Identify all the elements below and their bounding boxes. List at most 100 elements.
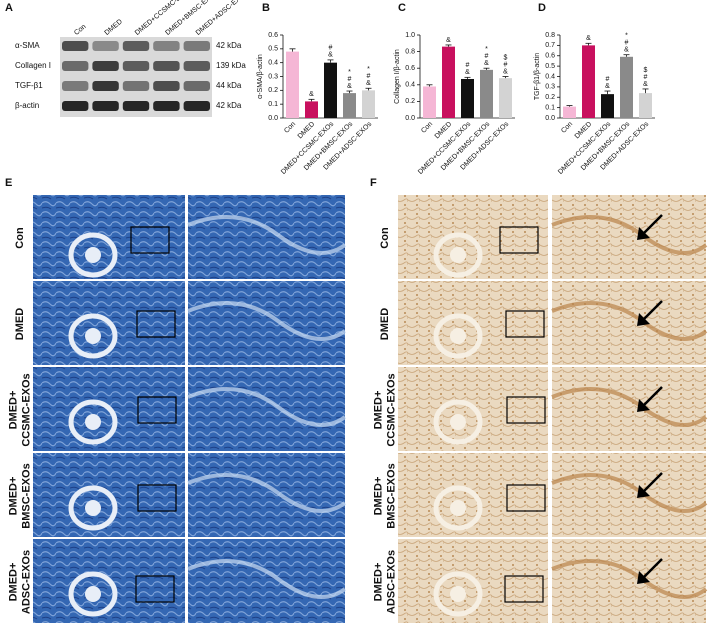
band	[122, 61, 150, 71]
zoom-box	[137, 396, 177, 424]
tissue-streak	[187, 387, 347, 427]
band	[92, 61, 119, 71]
row-label: CCSMC-EXOs	[385, 373, 397, 446]
bar	[480, 69, 493, 118]
y-tick-label: 0.5	[268, 46, 278, 53]
arrow	[641, 300, 663, 322]
size-label: 44 kDa	[216, 81, 242, 90]
y-tick-label: 0.1	[545, 104, 555, 111]
bar	[639, 93, 652, 118]
significance-mark: #	[606, 76, 610, 83]
band	[153, 81, 180, 91]
significance-mark: #	[485, 53, 489, 60]
y-tick-label: 0.0	[405, 115, 415, 122]
micrograph	[552, 195, 706, 279]
protein-label: β-actin	[15, 101, 39, 110]
protein-label: α-SMA	[15, 41, 40, 50]
lumen	[450, 500, 466, 516]
x-tick-label: Con	[560, 121, 574, 135]
row-label: DMED+	[7, 563, 19, 602]
micrograph	[188, 195, 345, 279]
micrograph	[188, 367, 345, 451]
bar	[362, 90, 375, 118]
y-tick-label: 0.2	[268, 87, 278, 94]
micrograph	[33, 195, 185, 279]
significance-mark: *	[625, 33, 628, 40]
y-tick-label: 0.0	[268, 115, 278, 122]
y-axis-label: Collagen I/β-actin	[394, 49, 401, 104]
lumen	[450, 586, 466, 602]
y-tick-label: 0.2	[545, 94, 555, 101]
zoom-box	[135, 575, 175, 603]
tissue-structure	[433, 313, 483, 359]
significance-mark: #	[504, 61, 508, 68]
row-label: DMED	[14, 308, 26, 340]
micrograph	[188, 281, 345, 365]
arrow-head	[637, 399, 650, 412]
bar	[601, 94, 614, 118]
lane-label: Con	[73, 23, 87, 37]
significance-mark: &	[605, 83, 610, 90]
arrow	[641, 214, 663, 236]
significance-mark: &	[446, 37, 451, 44]
row-label: DMED+	[372, 563, 384, 602]
lumen	[85, 247, 101, 263]
significance-mark: $	[644, 67, 648, 74]
row-label: DMED+	[372, 477, 384, 516]
zoom-box	[506, 396, 546, 424]
y-tick-label: 0.7	[545, 42, 555, 49]
arrow-head	[637, 485, 650, 498]
significance-mark: #	[367, 73, 371, 80]
micrograph	[552, 281, 706, 365]
row-label: ADSC-EXOs	[20, 550, 32, 614]
significance-mark: &	[465, 69, 470, 76]
band	[183, 61, 210, 71]
band	[62, 61, 89, 71]
significance-mark: &	[309, 91, 314, 98]
protein-label: Collagen I	[15, 61, 51, 70]
lumen	[85, 586, 101, 602]
band	[62, 101, 89, 111]
x-tick-label: Con	[283, 121, 297, 135]
x-tick-label: Con	[420, 121, 434, 135]
bar	[423, 86, 436, 118]
tissue-structure	[68, 399, 118, 445]
band	[92, 81, 119, 91]
significance-mark: &	[484, 60, 489, 67]
lumen	[450, 328, 466, 344]
panel-letter: F	[370, 177, 377, 189]
y-tick-label: 0.3	[268, 73, 278, 80]
bar	[324, 62, 337, 118]
lumen	[450, 247, 466, 263]
tissue-streak	[187, 301, 347, 341]
y-tick-label: 1.0	[405, 32, 415, 39]
band	[153, 41, 180, 51]
panel-letter: D	[538, 2, 546, 14]
tissue-streak	[187, 473, 347, 513]
band	[122, 41, 150, 51]
band	[92, 41, 119, 51]
lane-label: DMED	[104, 18, 124, 37]
y-tick-label: 0.4	[545, 73, 555, 80]
micrograph	[188, 453, 345, 537]
significance-mark: #	[329, 45, 333, 52]
tissue-structure	[68, 485, 118, 531]
significance-mark: #	[466, 62, 470, 69]
zoom-box	[130, 226, 170, 254]
arrow	[641, 472, 663, 494]
row-label: Con	[379, 227, 391, 249]
bar	[499, 78, 512, 118]
significance-mark: &	[643, 81, 648, 88]
arrow-head	[637, 313, 650, 326]
y-tick-label: 0.4	[405, 82, 415, 89]
bar	[305, 101, 318, 118]
lumen	[450, 414, 466, 430]
arrow-head	[637, 227, 650, 240]
y-tick-label: 0.6	[268, 32, 278, 39]
tissue-streak	[187, 559, 347, 599]
micrograph	[188, 539, 345, 623]
micrograph	[552, 539, 706, 623]
y-tick-label: 0.8	[545, 32, 555, 39]
significance-mark: &	[328, 52, 333, 59]
